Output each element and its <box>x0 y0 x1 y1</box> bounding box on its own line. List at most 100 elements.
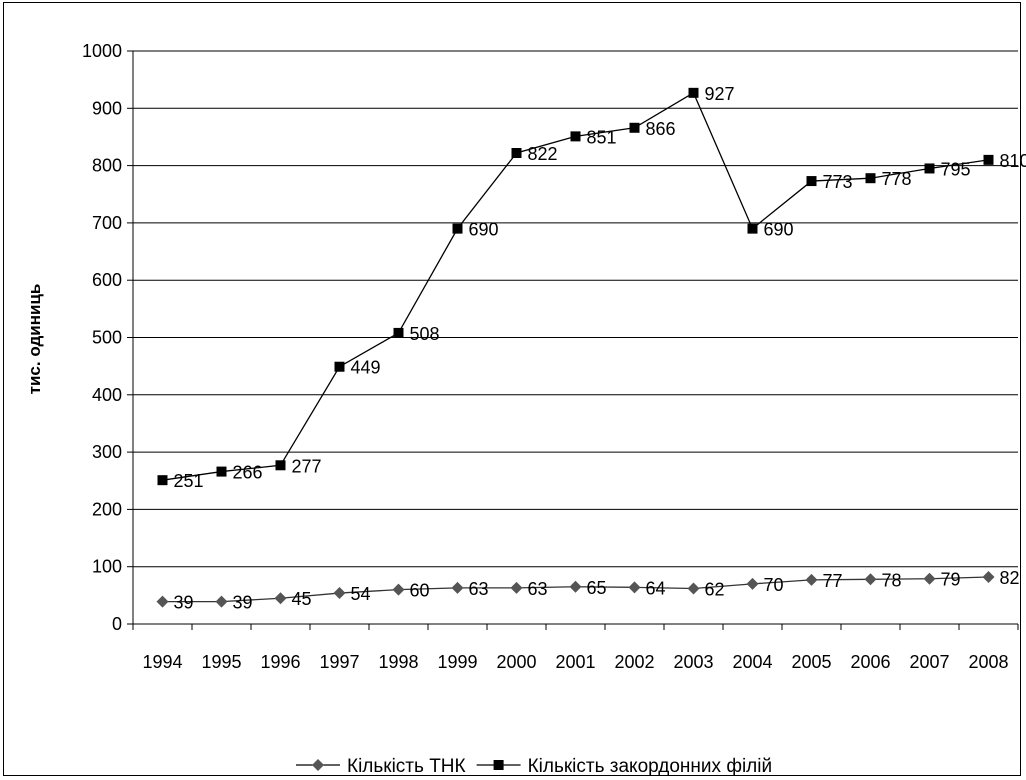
data-label: 70 <box>764 575 784 595</box>
data-label: 54 <box>351 584 371 604</box>
data-label: 63 <box>469 579 489 599</box>
x-tick-label: 2002 <box>614 652 654 672</box>
data-point <box>688 87 699 98</box>
y-tick-label: 900 <box>92 98 122 118</box>
data-label: 810 <box>1000 151 1026 171</box>
y-tick-label: 600 <box>92 270 122 290</box>
y-tick-label: 1000 <box>82 41 122 61</box>
data-label: 63 <box>528 579 548 599</box>
y-tick-label: 300 <box>92 442 122 462</box>
data-label: 78 <box>882 570 902 590</box>
data-point <box>923 572 936 585</box>
y-axis-label: тис. одиниць <box>25 284 44 395</box>
y-tick-label: 800 <box>92 156 122 176</box>
data-label: 690 <box>469 220 499 240</box>
x-tick-labels: 1994 1995 1996 1997 1998 1999 2000 2001 2002 2003… <box>142 652 1008 672</box>
x-tick-label: 2008 <box>968 652 1008 672</box>
data-point <box>215 595 228 608</box>
series-2: 251 266 277 449 508 690 822 851 866 927 690 773 778 7… <box>157 84 1026 491</box>
data-label: 690 <box>764 220 794 240</box>
data-label: 82 <box>1000 568 1020 588</box>
y-tick-label: 500 <box>92 328 122 348</box>
data-point <box>393 327 404 338</box>
y-tick-label: 100 <box>92 557 122 577</box>
x-tick-label: 2004 <box>732 652 772 672</box>
gridlines <box>133 50 1018 568</box>
axes <box>127 50 1019 630</box>
data-point <box>982 571 995 584</box>
data-label: 866 <box>646 119 676 139</box>
x-tick-label: 1998 <box>378 652 418 672</box>
data-label: 266 <box>233 463 263 483</box>
data-label: 795 <box>941 159 971 179</box>
data-label: 778 <box>882 169 912 189</box>
chart-frame <box>3 2 1021 776</box>
data-label: 79 <box>941 570 961 590</box>
data-point <box>924 163 935 174</box>
legend-marker <box>493 760 504 770</box>
data-point <box>983 154 994 165</box>
data-point <box>392 583 405 596</box>
y-tick-label: 400 <box>92 385 122 405</box>
data-label: 251 <box>174 471 204 491</box>
x-tick-label: 2005 <box>791 652 831 672</box>
data-point <box>451 581 464 594</box>
data-point <box>746 577 759 590</box>
legend-item: Кількість ТНК <box>296 756 466 777</box>
data-point <box>569 580 582 593</box>
data-point <box>628 581 641 594</box>
y-tick-label: 700 <box>92 213 122 233</box>
data-label: 45 <box>292 589 312 609</box>
data-label: 851 <box>587 127 617 147</box>
data-point <box>333 587 346 600</box>
data-point <box>805 573 818 586</box>
legend-marker <box>312 759 324 771</box>
data-point <box>452 223 463 234</box>
data-point <box>687 582 700 595</box>
x-tick-label: 1995 <box>201 652 241 672</box>
data-label: 65 <box>587 578 607 598</box>
data-point <box>629 122 640 133</box>
data-label: 449 <box>351 358 381 378</box>
legend: Кількість ТНК Кількість закордонних філій <box>296 756 772 777</box>
data-point <box>274 592 287 605</box>
data-label: 60 <box>410 581 430 601</box>
x-tick-label: 2006 <box>850 652 890 672</box>
data-point <box>864 573 877 586</box>
y-tick-label: 0 <box>112 614 122 634</box>
data-label: 39 <box>174 593 194 613</box>
data-label: 62 <box>705 579 725 599</box>
data-point <box>806 176 817 187</box>
series-line <box>162 91 989 481</box>
x-tick-label: 1994 <box>142 652 182 672</box>
data-point <box>157 475 168 486</box>
data-label: 773 <box>823 172 853 192</box>
series-1: 39 39 45 54 60 63 63 65 64 62 70 77 78 79 82 <box>156 568 1020 613</box>
data-label: 64 <box>646 578 666 598</box>
data-point <box>865 173 876 184</box>
x-tick-label: 2007 <box>909 652 949 672</box>
data-label: 508 <box>410 324 440 344</box>
data-point <box>510 581 523 594</box>
data-label: 77 <box>823 571 843 591</box>
legend-label: Кількість ТНК <box>347 756 466 777</box>
data-point <box>747 223 758 234</box>
data-label: 39 <box>233 593 253 613</box>
x-tick-label: 2000 <box>496 652 536 672</box>
x-tick-label: 1997 <box>319 652 359 672</box>
y-tick-labels: 0 100 200 300 400 500 600 700 800 900 1000 <box>82 41 122 634</box>
data-point <box>511 147 522 158</box>
legend-item: Кількість закордонних філій <box>476 756 773 777</box>
y-tick-label: 200 <box>92 499 122 519</box>
data-label: 277 <box>292 456 322 476</box>
x-tick-label: 1996 <box>260 652 300 672</box>
data-point <box>334 361 345 372</box>
data-label: 927 <box>705 84 735 104</box>
legend-label: Кількість закордонних філій <box>528 756 773 777</box>
data-label: 822 <box>528 144 558 164</box>
x-tick-label: 2001 <box>555 652 595 672</box>
x-tick-label: 2003 <box>673 652 713 672</box>
data-point <box>216 466 227 477</box>
x-tick-label: 1999 <box>437 652 477 672</box>
